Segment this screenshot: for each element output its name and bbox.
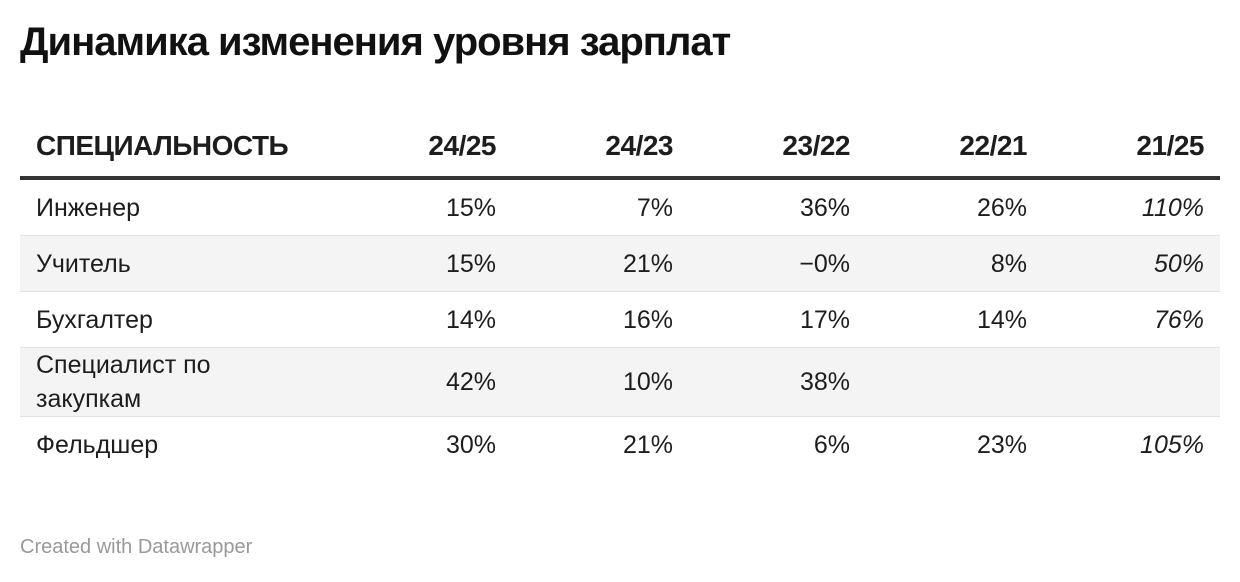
table-row: Бухгалтер 14% 16% 17% 14% 76%	[20, 291, 1220, 348]
row-label: Учитель	[20, 235, 335, 292]
salary-table: СПЕЦИАЛЬНОСТЬ 24/25 24/23 23/22 22/21 21/25 И…	[20, 116, 1220, 472]
column-header: 24/23	[512, 116, 689, 180]
cell: 21%	[512, 235, 689, 292]
cell: 110%	[1043, 178, 1220, 236]
cell: −0%	[689, 235, 866, 292]
row-label: Инженер	[20, 178, 335, 236]
cell: 17%	[689, 291, 866, 348]
cell: 42%	[335, 347, 512, 417]
cell: 38%	[689, 347, 866, 417]
column-header: 23/22	[689, 116, 866, 180]
cell: 7%	[512, 178, 689, 236]
cell: 6%	[813, 430, 850, 459]
column-header: СПЕЦИАЛЬНОСТЬ	[20, 116, 335, 180]
credit: Created with Datawrapper	[20, 536, 253, 558]
column-header: 24/25	[335, 116, 512, 180]
table-row: Специалист по закупкам 42% 10% 38%	[20, 347, 1220, 417]
header-row: СПЕЦИАЛЬНОСТЬ 24/25 24/23 23/22 22/21 21/25	[20, 116, 1220, 180]
cell: 16%	[512, 291, 689, 348]
cell: 10%	[512, 347, 689, 417]
cell: 26%	[866, 178, 1043, 236]
cell: 14%	[866, 291, 1043, 348]
table-row: Фельдшер 30% 21% 6% 23% 105%	[20, 417, 1220, 473]
column-header: 22/21	[866, 116, 1043, 180]
cell: 50%	[1043, 235, 1220, 292]
row-label: Фельдшер	[36, 430, 159, 459]
row-label: Специалист по закупкам	[20, 347, 335, 417]
cell: 76%	[1043, 291, 1220, 348]
cell: 8%	[866, 235, 1043, 292]
cell	[1043, 347, 1220, 417]
cell: 14%	[335, 291, 512, 348]
title: Динамика изменения уровня зарплат	[20, 20, 731, 64]
cell: 30%	[445, 430, 496, 459]
cell: 36%	[689, 178, 866, 236]
table-row: Инженер 15% 7% 36% 26% 110%	[20, 178, 1220, 236]
cell: 105%	[1140, 430, 1204, 459]
cell	[866, 347, 1043, 417]
row-label: Бухгалтер	[20, 291, 335, 348]
cell: 15%	[335, 235, 512, 292]
cell: 21%	[622, 430, 673, 459]
table-row: Учитель 15% 21% −0% 8% 50%	[20, 235, 1220, 292]
cell: 15%	[335, 178, 512, 236]
cell: 23%	[976, 430, 1027, 459]
column-header: 21/25	[1043, 116, 1220, 180]
